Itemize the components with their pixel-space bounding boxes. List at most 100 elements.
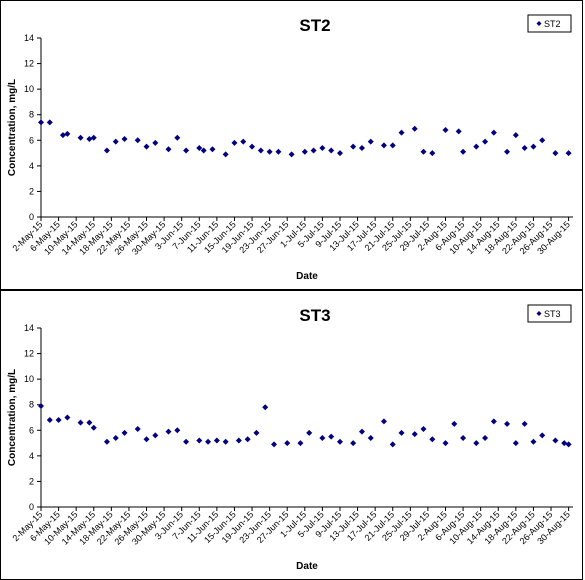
data-point	[183, 147, 190, 154]
legend-marker	[536, 21, 542, 26]
data-point	[521, 144, 528, 151]
chart-panel-st3: ST3 0 2 4 6 8 10 12 14 2-May-15 6-May-15 10-May-15 1…	[0, 290, 583, 580]
data-point	[367, 138, 374, 145]
data-point	[328, 147, 335, 154]
data-point	[429, 436, 436, 443]
data-point	[253, 429, 260, 436]
legend: ST3	[527, 304, 572, 323]
data-point	[275, 148, 282, 155]
data-point	[504, 420, 511, 427]
data-point	[336, 150, 343, 157]
legend-marker	[536, 311, 542, 316]
data-point	[222, 151, 229, 158]
y-tick-label: 6	[29, 135, 34, 145]
y-axis-label: Concentration, mg/L	[7, 369, 18, 466]
data-point	[38, 119, 44, 126]
data-point	[77, 419, 84, 426]
data-point	[310, 147, 317, 154]
data-point	[46, 417, 53, 424]
data-point	[213, 437, 220, 444]
data-point	[539, 137, 546, 144]
data-point	[297, 440, 304, 447]
data-point	[55, 417, 62, 424]
data-point	[196, 144, 203, 151]
y-tick-label: 2	[29, 476, 34, 486]
data-point	[134, 137, 141, 144]
data-point	[565, 150, 572, 157]
legend-label: ST2	[544, 19, 561, 29]
chart-st3: ST3024681012142-May-156-May-1510-May-151…	[7, 304, 573, 572]
data-point	[398, 129, 405, 136]
data-point	[482, 434, 489, 441]
data-point	[257, 147, 264, 154]
data-point	[240, 138, 247, 145]
y-tick-label: 4	[29, 161, 34, 171]
data-point	[121, 429, 128, 436]
chart-panel-st2: ST2 0 2 4 6 8 10 12 14 2-May-15 6-May-15 10-May-15 1…	[0, 0, 583, 290]
data-point	[134, 426, 141, 433]
data-point	[152, 139, 159, 146]
data-point	[64, 414, 71, 421]
data-point	[429, 150, 436, 157]
data-point	[411, 125, 418, 132]
data-point	[46, 119, 53, 126]
data-point	[398, 429, 405, 436]
data-point	[183, 438, 190, 445]
chart-title: ST2	[299, 16, 330, 35]
data-point	[521, 420, 528, 427]
data-point	[77, 134, 84, 141]
y-tick-label: 0	[29, 212, 34, 222]
data-point	[539, 432, 546, 439]
data-point	[174, 427, 181, 434]
data-point	[301, 148, 308, 155]
y-axis-label: Concentration, mg/L	[7, 79, 18, 176]
chart-title: ST3	[299, 306, 330, 325]
data-point	[420, 426, 427, 433]
data-point	[244, 436, 251, 443]
data-point	[367, 434, 374, 441]
data-point	[306, 429, 313, 436]
data-point	[442, 127, 449, 134]
legend-box	[527, 14, 572, 33]
data-point	[271, 441, 278, 448]
data-point	[86, 419, 93, 426]
data-point	[473, 143, 480, 150]
data-point	[174, 134, 181, 141]
data-point	[103, 438, 110, 445]
data-point	[420, 148, 427, 155]
legend-box	[527, 304, 572, 323]
data-point	[350, 143, 357, 150]
data-point	[249, 143, 256, 150]
data-point	[152, 432, 159, 439]
data-point	[200, 147, 207, 154]
data-point	[565, 441, 572, 448]
data-point	[411, 431, 418, 438]
y-tick-label: 8	[29, 400, 34, 410]
data-point	[473, 440, 480, 447]
data-point	[284, 440, 291, 447]
data-point	[490, 418, 497, 425]
data-point	[328, 433, 335, 440]
data-point	[350, 440, 357, 447]
data-point	[112, 138, 119, 145]
data-point	[442, 440, 449, 447]
chart-st2: ST2024681012142-May-156-May-1510-May-151…	[7, 14, 573, 282]
y-tick-label: 10	[24, 374, 34, 384]
data-point	[112, 434, 119, 441]
data-point	[288, 151, 295, 158]
data-point	[358, 428, 365, 435]
y-tick-label: 2	[29, 186, 34, 196]
data-point	[262, 404, 269, 411]
data-point	[231, 139, 238, 146]
data-point	[143, 436, 150, 443]
data-point	[552, 437, 559, 444]
data-point	[358, 144, 365, 151]
data-point	[86, 136, 93, 143]
data-point	[319, 434, 326, 441]
data-point	[90, 424, 97, 431]
data-point	[266, 148, 273, 155]
y-tick-label: 14	[24, 33, 34, 43]
data-point	[165, 428, 172, 435]
data-point	[460, 148, 467, 155]
data-point	[389, 441, 396, 448]
